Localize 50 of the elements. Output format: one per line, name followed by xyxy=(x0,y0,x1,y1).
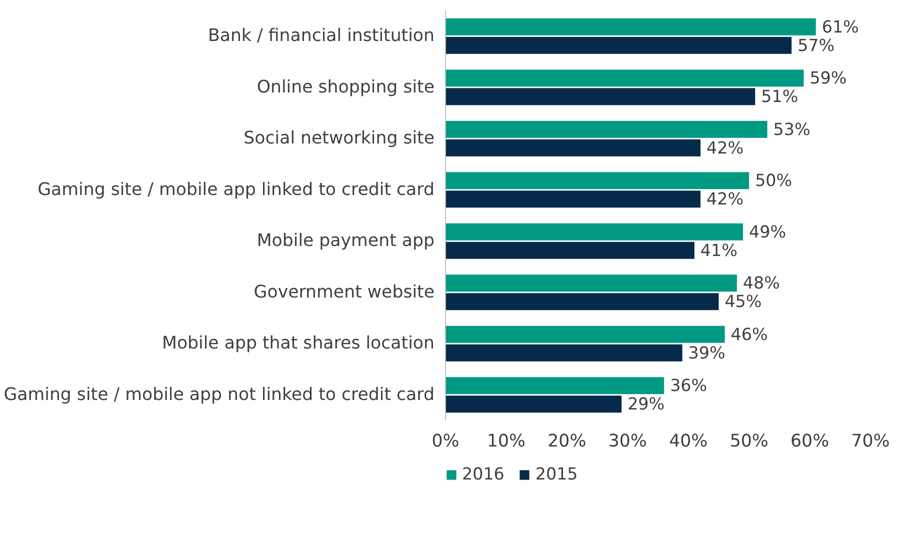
x-tick-label: 50% xyxy=(730,432,768,452)
bar xyxy=(446,326,725,343)
x-tick-label: 0% xyxy=(432,432,460,452)
data-label: 57% xyxy=(798,36,835,55)
data-label: 50% xyxy=(755,171,792,190)
y-tick-label: Gaming site / mobile app linked to credit card xyxy=(38,180,435,200)
data-label: 36% xyxy=(670,376,708,396)
bar xyxy=(446,344,682,362)
y-tick-label: Online shopping site xyxy=(256,77,435,98)
bar xyxy=(446,139,700,156)
bar xyxy=(446,223,743,240)
y-tick-label: Mobile payment app xyxy=(256,231,435,252)
bar xyxy=(446,18,816,36)
x-tick-label: 70% xyxy=(851,432,890,452)
x-tick-label: 10% xyxy=(486,432,526,452)
data-label: 39% xyxy=(688,343,726,362)
data-label: 46% xyxy=(730,324,768,344)
bar xyxy=(446,377,664,394)
data-label: 41% xyxy=(700,240,738,260)
data-label: 53% xyxy=(773,120,810,139)
data-label: 48% xyxy=(742,274,780,293)
data-label: 29% xyxy=(628,394,665,414)
bar xyxy=(446,190,700,208)
x-tick-label: 30% xyxy=(608,432,647,452)
x-tick-label: 40% xyxy=(669,432,708,452)
data-label: 51% xyxy=(761,87,798,106)
data-label: 45% xyxy=(724,292,762,312)
data-label: 42% xyxy=(706,190,744,209)
data-label: 61% xyxy=(822,17,859,36)
bar xyxy=(446,36,792,54)
data-label: 59% xyxy=(810,68,847,88)
bar xyxy=(446,396,622,413)
data-label: 42% xyxy=(706,138,744,158)
bar xyxy=(446,120,768,138)
bar xyxy=(446,70,804,87)
bar xyxy=(446,293,719,310)
x-tick-label: 20% xyxy=(548,432,586,452)
y-tick-label: Government website xyxy=(254,282,434,302)
y-tick-label: Social networking site xyxy=(244,128,435,149)
x-tick-label: 60% xyxy=(790,432,830,452)
bar xyxy=(446,172,750,190)
y-tick-label: Mobile app that shares location xyxy=(162,334,435,354)
bar xyxy=(446,274,737,292)
y-tick-label: Bank / financial institution xyxy=(208,26,434,46)
legend-label: 2015 xyxy=(535,464,578,484)
y-tick-label: Gaming site / mobile app not linked to credit card xyxy=(4,384,435,405)
legend-label: 2016 xyxy=(462,464,504,484)
bar xyxy=(446,88,756,106)
data-label: 49% xyxy=(749,222,786,242)
bar xyxy=(446,242,694,259)
